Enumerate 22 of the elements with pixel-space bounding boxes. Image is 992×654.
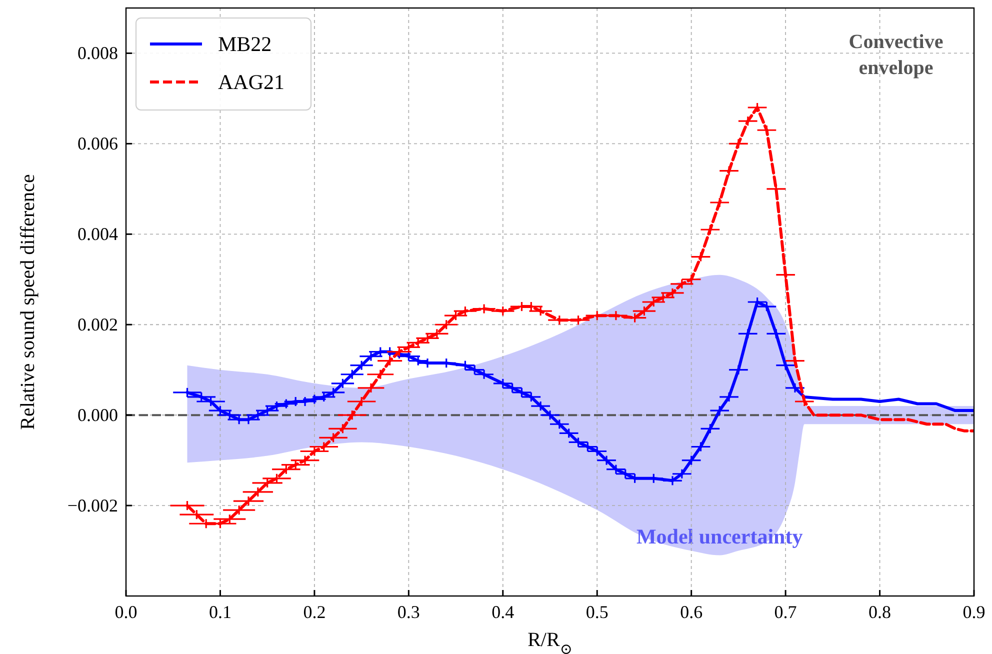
x-tick-label: 0.1 [208, 602, 232, 622]
annotation: Convective envelope [848, 31, 944, 79]
x-axis-title: R/R$_{⊙}$ [528, 629, 572, 654]
x-tick-label: 0.2 [303, 602, 326, 622]
y-axis-title: Relative sound speed difference [17, 174, 39, 430]
y-tick-label: 0.004 [78, 224, 118, 244]
y-tick-label: 0.000 [78, 405, 118, 426]
legend-label: AAG21 [218, 70, 284, 94]
legend-label: Model uncertainty [636, 524, 804, 548]
y-tick-label: 0.008 [78, 43, 118, 64]
x-tick-label: 0.3 [397, 602, 420, 622]
y-tick-label: 0.002 [78, 314, 118, 335]
y-tick-label: −0.002 [67, 496, 118, 516]
x-tick-label: 0.8 [868, 602, 892, 622]
x-tick-label: 0.5 [586, 602, 608, 622]
y-tick-label: 0.006 [78, 134, 118, 154]
x-tick-label: 0.6 [680, 602, 703, 622]
legend-label: MB22 [218, 32, 272, 56]
x-tick-label: 0.7 [774, 602, 797, 622]
x-tick-label: 0.4 [492, 602, 514, 622]
x-tick-label: 0.0 [114, 602, 138, 622]
x-tick-label: 0.9 [962, 602, 986, 622]
